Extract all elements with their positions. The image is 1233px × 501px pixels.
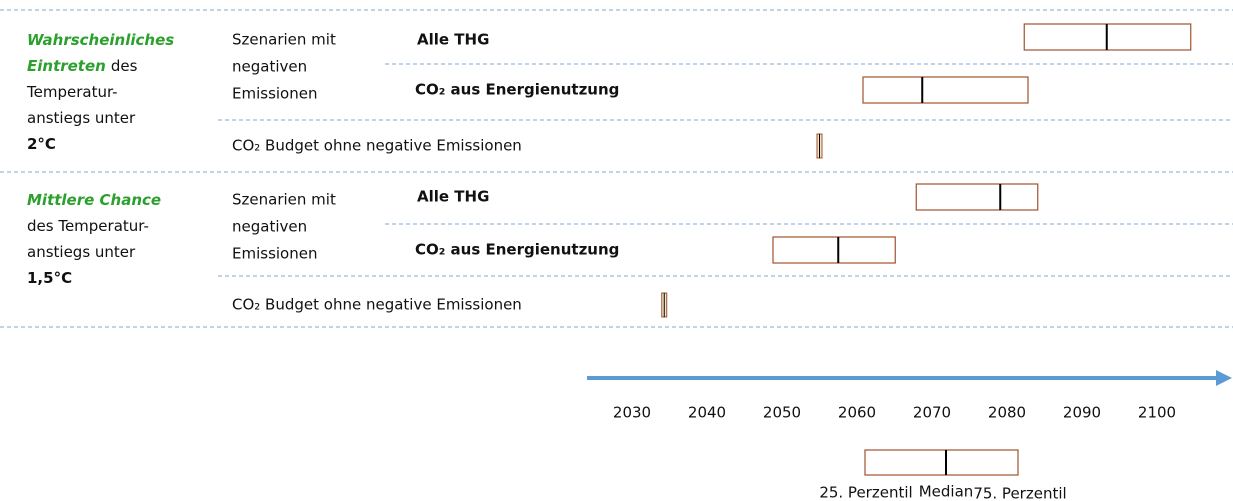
x-tick-label: 2090 — [1063, 404, 1101, 422]
group-label-part: Eintreten — [27, 57, 106, 75]
legend-label: Median — [919, 483, 974, 501]
axis-arrowhead — [1216, 370, 1232, 386]
group-label: 1,5°C — [27, 269, 72, 287]
group-label: Wahrscheinliches — [27, 31, 174, 49]
x-tick-label: 2080 — [988, 404, 1026, 422]
group-label-part: des Temperatur- — [27, 217, 149, 235]
group-label-part: Wahrscheinliches — [27, 31, 174, 49]
scenario-label: Szenarien mit — [232, 191, 336, 209]
row-label: Alle THG — [417, 31, 489, 49]
group-label-part: Temperatur- — [26, 83, 118, 101]
scenario-label: Emissionen — [232, 85, 317, 103]
x-tick-label: 2040 — [688, 404, 726, 422]
scenario-label: Szenarien mit — [232, 31, 336, 49]
x-tick-label: 2070 — [913, 404, 951, 422]
group-label: anstiegs unter — [27, 109, 136, 127]
group-label: 2°C — [27, 135, 56, 153]
row-label: CO₂ Budget ohne negative Emissionen — [232, 137, 522, 155]
scenario-label: negativen — [232, 218, 307, 236]
group-label: Eintreten des — [27, 57, 138, 75]
x-tick-label: 2060 — [838, 404, 876, 422]
group-label: des Temperatur- — [27, 217, 149, 235]
group-label-part: 1,5°C — [27, 269, 72, 287]
group-label-part: Mittlere Chance — [27, 191, 161, 209]
group-label-part: 2°C — [27, 135, 56, 153]
group-label: Mittlere Chance — [27, 191, 161, 209]
iqr-box — [862, 76, 1029, 104]
group-label: Temperatur- — [26, 83, 118, 101]
group-label-part: anstiegs unter — [27, 243, 136, 261]
row-label: CO₂ aus Energienutzung — [415, 81, 619, 99]
group-label-part: des — [111, 57, 138, 75]
row-label: Alle THG — [417, 188, 489, 206]
row-label: CO₂ Budget ohne negative Emissionen — [232, 296, 522, 314]
x-tick-label: 2050 — [763, 404, 801, 422]
iqr-box — [915, 183, 1039, 211]
x-tick-label: 2100 — [1138, 404, 1176, 422]
row-label: CO₂ aus Energienutzung — [415, 241, 619, 259]
scenario-label: Emissionen — [232, 245, 317, 263]
legend-box — [864, 449, 1019, 476]
group-label-part: anstiegs unter — [27, 109, 136, 127]
group-label: anstiegs unter — [27, 243, 136, 261]
x-tick-label: 2030 — [613, 404, 651, 422]
legend-label: 75. Perzentil — [973, 485, 1066, 501]
legend-label: 25. Perzentil — [819, 484, 912, 501]
scenario-label: negativen — [232, 58, 307, 76]
iqr-box — [772, 236, 896, 264]
legend: 25. Perzentil Median 75. Perzentil — [819, 449, 1067, 501]
